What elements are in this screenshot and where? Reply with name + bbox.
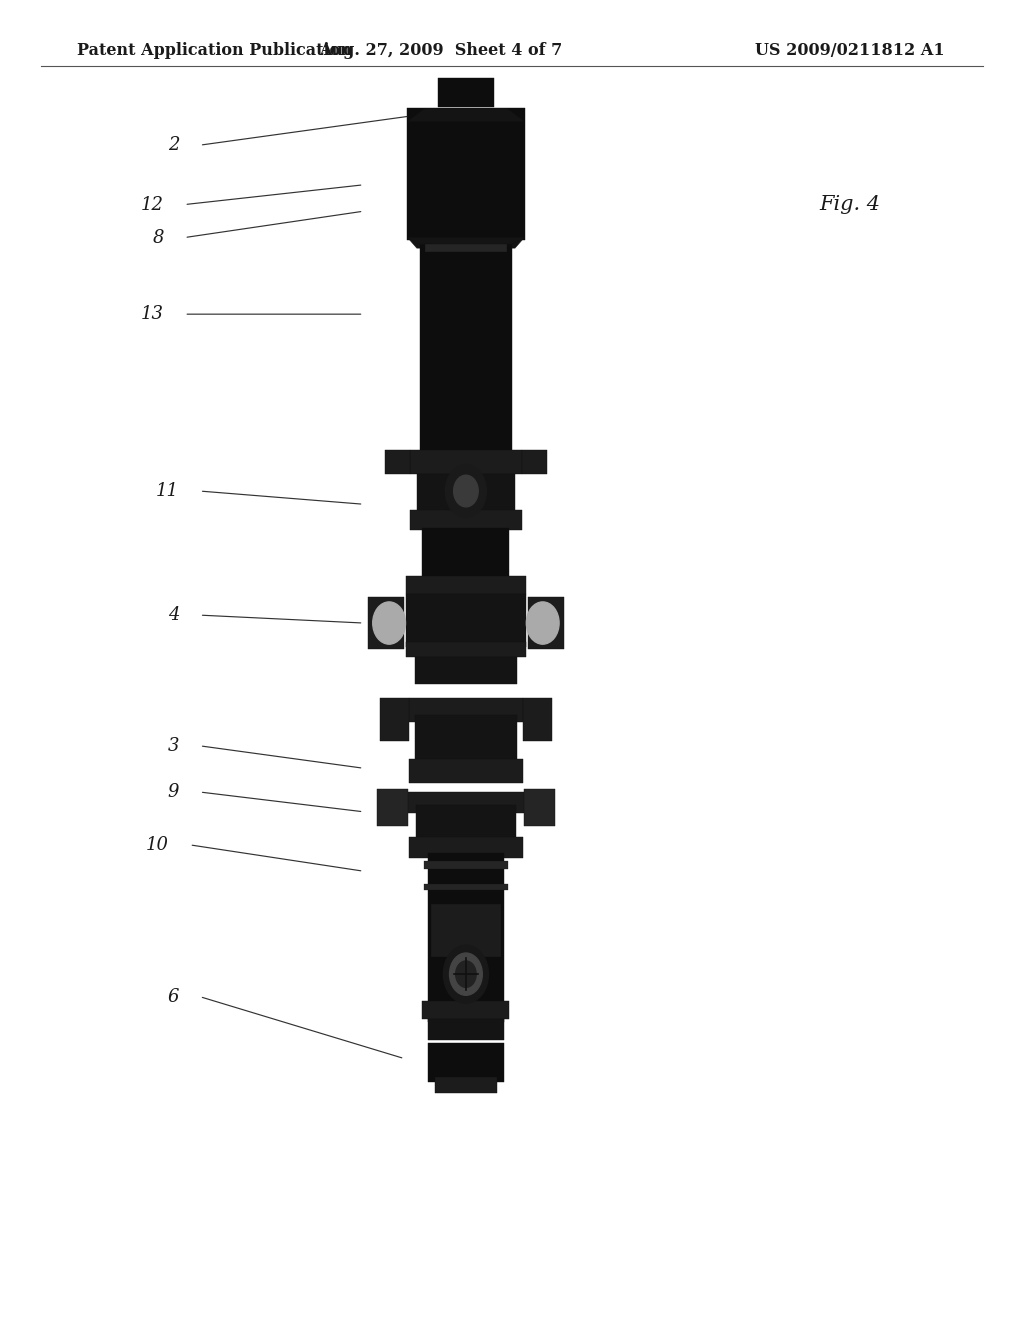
FancyBboxPatch shape xyxy=(428,853,505,1022)
FancyBboxPatch shape xyxy=(438,78,494,107)
Circle shape xyxy=(450,953,482,995)
FancyBboxPatch shape xyxy=(380,698,409,741)
Text: 4: 4 xyxy=(168,606,179,624)
FancyBboxPatch shape xyxy=(369,597,403,649)
Text: US 2009/0211812 A1: US 2009/0211812 A1 xyxy=(755,42,945,58)
Text: Patent Application Publication: Patent Application Publication xyxy=(77,42,351,58)
FancyBboxPatch shape xyxy=(385,450,410,474)
Text: 13: 13 xyxy=(141,305,164,323)
Circle shape xyxy=(526,602,559,644)
Text: 12: 12 xyxy=(141,195,164,214)
FancyBboxPatch shape xyxy=(428,1043,505,1082)
FancyBboxPatch shape xyxy=(431,904,501,957)
FancyBboxPatch shape xyxy=(423,1001,510,1019)
Polygon shape xyxy=(408,238,524,244)
Text: 8: 8 xyxy=(153,228,164,247)
FancyBboxPatch shape xyxy=(428,1019,505,1040)
FancyBboxPatch shape xyxy=(408,108,525,240)
FancyBboxPatch shape xyxy=(415,657,517,684)
Text: Aug. 27, 2009  Sheet 4 of 7: Aug. 27, 2009 Sheet 4 of 7 xyxy=(318,42,562,58)
FancyBboxPatch shape xyxy=(528,597,564,649)
Text: 11: 11 xyxy=(157,482,179,500)
FancyBboxPatch shape xyxy=(420,244,512,469)
FancyBboxPatch shape xyxy=(424,884,508,890)
FancyBboxPatch shape xyxy=(377,789,408,826)
Text: 6: 6 xyxy=(168,987,179,1006)
FancyBboxPatch shape xyxy=(409,698,523,722)
Text: 3: 3 xyxy=(168,737,179,755)
FancyBboxPatch shape xyxy=(406,594,526,647)
FancyBboxPatch shape xyxy=(409,759,523,783)
Text: 9: 9 xyxy=(168,783,179,801)
FancyBboxPatch shape xyxy=(406,792,526,813)
FancyBboxPatch shape xyxy=(409,837,523,858)
Text: 2: 2 xyxy=(168,136,179,154)
FancyBboxPatch shape xyxy=(425,244,507,252)
FancyBboxPatch shape xyxy=(406,642,526,657)
Circle shape xyxy=(456,961,476,987)
FancyBboxPatch shape xyxy=(424,861,508,869)
Text: Fig. 4: Fig. 4 xyxy=(819,195,881,214)
FancyBboxPatch shape xyxy=(410,510,522,529)
FancyBboxPatch shape xyxy=(423,528,510,581)
Circle shape xyxy=(443,945,488,1003)
FancyBboxPatch shape xyxy=(435,1077,497,1093)
Circle shape xyxy=(445,465,486,517)
Circle shape xyxy=(454,475,478,507)
Circle shape xyxy=(373,602,406,644)
FancyBboxPatch shape xyxy=(410,450,522,474)
FancyBboxPatch shape xyxy=(418,474,515,516)
FancyBboxPatch shape xyxy=(524,789,555,826)
Polygon shape xyxy=(408,238,524,248)
FancyBboxPatch shape xyxy=(406,576,526,594)
FancyBboxPatch shape xyxy=(522,450,548,474)
FancyBboxPatch shape xyxy=(416,805,516,845)
FancyBboxPatch shape xyxy=(523,698,552,741)
Polygon shape xyxy=(408,108,524,121)
FancyBboxPatch shape xyxy=(415,715,517,768)
Text: 10: 10 xyxy=(146,836,169,854)
